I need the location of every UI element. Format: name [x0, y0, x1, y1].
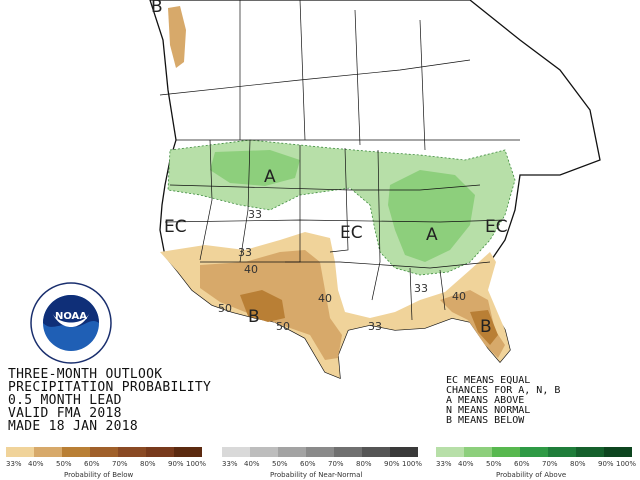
normal-scale-tick: 100% — [402, 460, 423, 468]
label-a-north: A — [264, 167, 276, 187]
normal-scale-swatch — [250, 447, 278, 457]
normal-scale-swatch — [334, 447, 362, 457]
contour-50-arizona: 50 — [218, 302, 232, 315]
normal-scale-swatch — [390, 447, 418, 457]
outlook-title-block: THREE-MONTH OUTLOOK PRECIPITATION PROBAB… — [8, 368, 211, 433]
normal-scale-tick: 50% — [272, 460, 288, 468]
normal-scale-swatch — [362, 447, 390, 457]
title-line-4: VALID FMA 2018 — [8, 406, 122, 421]
contour-33-southwest: 33 — [238, 246, 252, 259]
contour-33-gulf: 33 — [368, 320, 382, 333]
contour-33-southeast: 33 — [414, 282, 428, 295]
normal-scale-swatch — [278, 447, 306, 457]
normal-scale-tick: 33% — [222, 460, 238, 468]
above-scale-tick: 90% — [598, 460, 614, 468]
political-borders — [159, 0, 520, 321]
above-scale-tick: 80% — [570, 460, 586, 468]
below-scale-swatch — [174, 447, 202, 457]
note-line-4: N MEANS NORMAL — [446, 405, 531, 416]
label-b-florida: B — [480, 317, 492, 337]
label-a-east: A — [426, 225, 438, 245]
above-scale-tick: 60% — [514, 460, 530, 468]
label-ec-central: EC — [340, 223, 363, 243]
above-scale-title: Probability of Above — [496, 471, 567, 479]
below-scale-swatch — [90, 447, 118, 457]
normal-scale-tick: 70% — [328, 460, 344, 468]
normal-scale-tick: 60% — [300, 460, 316, 468]
note-line-5: B MEANS BELOW — [446, 415, 525, 426]
normal-scale-tick: 80% — [356, 460, 372, 468]
contour-50-texas: 50 — [276, 320, 290, 333]
below-scale-tick: 90% — [168, 460, 184, 468]
category-legend-notes: EC MEANS EQUAL CHANCES FOR A, N, B A MEA… — [446, 376, 560, 426]
note-line-2: CHANCES FOR A, N, B — [446, 385, 561, 396]
above-scale-tick: 50% — [486, 460, 502, 468]
below-scale-swatch — [34, 447, 62, 457]
title-line-5: MADE 18 JAN 2018 — [8, 419, 139, 434]
label-b-south: B — [248, 307, 260, 327]
below-scale-swatch — [146, 447, 174, 457]
title-line-2: PRECIPITATION PROBABILITY — [8, 380, 212, 395]
title-line-3: 0.5 MONTH LEAD — [8, 393, 122, 408]
above-scale-swatch — [576, 447, 604, 457]
above-color-scale — [436, 447, 632, 457]
title-line-1: THREE-MONTH OUTLOOK — [8, 367, 163, 382]
noaa-logo-icon: NOAA — [30, 282, 112, 364]
label-b-alaska: B — [151, 0, 163, 17]
above-scale-swatch — [520, 447, 548, 457]
below-scale-tick: 50% — [56, 460, 72, 468]
normal-scale-title: Probability of Near-Normal — [270, 471, 363, 479]
note-line-1: EC MEANS EQUAL — [446, 375, 531, 386]
below-50-florida — [470, 310, 498, 345]
contour-40-florida: 40 — [452, 290, 466, 303]
above-scale-swatch — [492, 447, 520, 457]
above-scale-swatch — [604, 447, 632, 457]
label-ec-east: EC — [485, 217, 508, 237]
contour-40-texas: 40 — [318, 292, 332, 305]
above-40-montana — [210, 150, 300, 186]
above-scale-tick: 70% — [542, 460, 558, 468]
above-scale-swatch — [464, 447, 492, 457]
below-scale-swatch — [118, 447, 146, 457]
normal-scale-swatch — [306, 447, 334, 457]
below-scale-title: Probability of Below — [64, 471, 134, 479]
below-scale-tick: 33% — [6, 460, 22, 468]
above-scale-tick: 100% — [616, 460, 637, 468]
below-scale-tick: 80% — [140, 460, 156, 468]
above-scale-swatch — [436, 447, 464, 457]
contour-40-southwest: 40 — [244, 263, 258, 276]
normal-scale-tick: 40% — [244, 460, 260, 468]
below-color-scale — [6, 447, 202, 457]
normal-scale-tick: 90% — [384, 460, 400, 468]
below-scale-tick: 70% — [112, 460, 128, 468]
below-scale-swatch — [62, 447, 90, 457]
below-scale-tick: 60% — [84, 460, 100, 468]
above-scale-swatch — [548, 447, 576, 457]
below-scale-tick: 40% — [28, 460, 44, 468]
below-40-pacific-nw — [168, 6, 186, 68]
note-line-3: A MEANS ABOVE — [446, 395, 525, 406]
below-50-arizona — [240, 290, 285, 322]
label-ec-west: EC — [164, 217, 187, 237]
above-scale-tick: 40% — [458, 460, 474, 468]
above-40-great-lakes — [388, 170, 475, 262]
normal-scale-swatch — [222, 447, 250, 457]
contour-33-north: 33 — [248, 208, 262, 221]
below-scale-swatch — [6, 447, 34, 457]
above-scale-tick: 33% — [436, 460, 452, 468]
below-scale-tick: 100% — [186, 460, 207, 468]
noaa-logo-text: NOAA — [55, 311, 87, 322]
normal-color-scale — [222, 447, 418, 457]
